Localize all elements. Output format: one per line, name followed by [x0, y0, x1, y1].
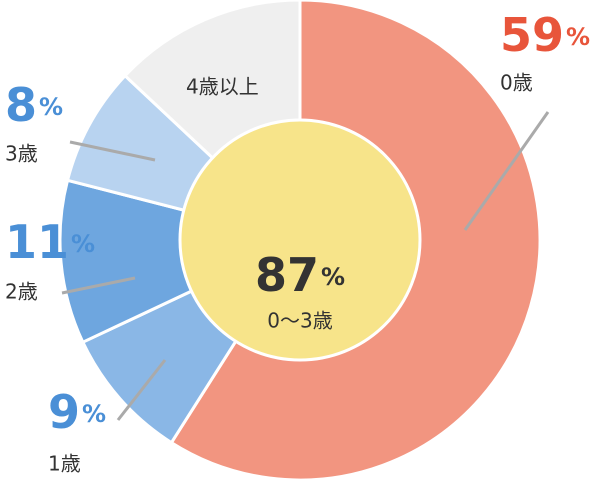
leader-line — [116, 359, 167, 421]
category-label: 4歳以上 — [186, 75, 259, 99]
category-label: 0歳 — [500, 71, 533, 95]
percent-value: 9 — [48, 385, 80, 439]
center-label: 0〜3歳 — [267, 309, 332, 333]
percent-unit: % — [71, 230, 95, 258]
center-circle — [178, 118, 422, 362]
leader-line — [69, 140, 156, 162]
percent-value: 11 — [5, 215, 69, 269]
center-value: 87% — [255, 248, 345, 302]
percent-unit: % — [39, 93, 63, 121]
percent-value: 59 — [500, 8, 564, 62]
center-number: 87 — [255, 248, 319, 302]
percent-label: 9% — [48, 385, 106, 439]
percent-label: 11% — [5, 215, 95, 269]
center-unit: % — [321, 263, 345, 291]
percent-unit: % — [566, 23, 590, 51]
category-label: 2歳 — [5, 280, 38, 304]
category-label: 1歳 — [48, 452, 81, 476]
category-label: 3歳 — [5, 142, 38, 166]
percent-unit: % — [82, 400, 106, 428]
leader-line — [61, 276, 136, 295]
percent-label: 59% — [500, 8, 590, 62]
donut-segment — [58, 178, 305, 345]
percent-value: 8 — [5, 78, 37, 132]
percent-label: 8% — [5, 78, 63, 132]
leader-line — [463, 111, 550, 231]
